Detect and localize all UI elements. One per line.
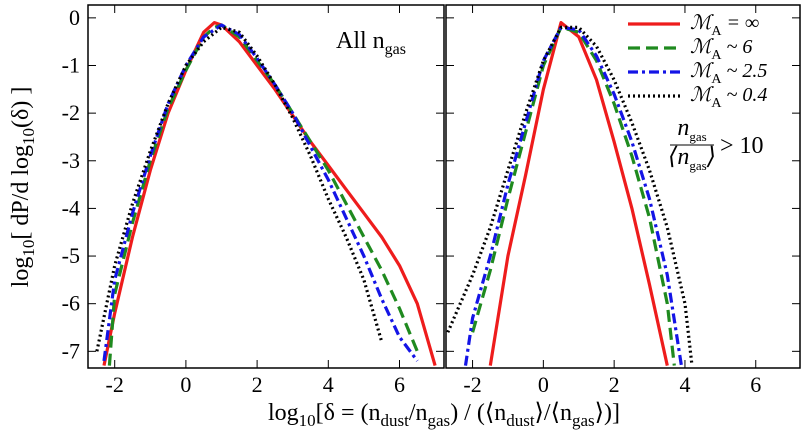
- y-tick-label: -4: [62, 195, 80, 220]
- annotation-numerator: ngas: [677, 115, 706, 144]
- x-tick-label: 6: [750, 372, 761, 397]
- series-line: [471, 25, 676, 366]
- subscript: gas: [428, 411, 451, 430]
- y-tick-label: 0: [69, 5, 80, 30]
- series-line: [102, 23, 419, 362]
- subscript: dust: [506, 411, 535, 430]
- subscript: gas: [689, 129, 706, 144]
- lines: [95, 21, 437, 367]
- panel: -2 0 2 4 6 0 -1 -2 -3 -4 -5 -6 -7: [62, 5, 444, 397]
- x-axis-label: log10[δ = (ndust/ngas) / (⟨ndust⟩/⟨ngas⟩…: [268, 400, 620, 430]
- text-part: ℳ: [690, 60, 714, 82]
- subscript: 10: [19, 240, 38, 257]
- y-axis-label: log10[ dP/d log10(δ) ]: [8, 87, 38, 288]
- panel: -2 0 2 4 6: [446, 5, 800, 397]
- text-part: log: [268, 400, 299, 426]
- series-line: [463, 25, 683, 366]
- text-part: ~ 0.4: [722, 84, 768, 106]
- text-part: All n: [336, 28, 385, 54]
- y-tick-label: -3: [62, 148, 80, 173]
- subscript: A: [711, 96, 722, 111]
- x-tick-label: 2: [252, 372, 263, 397]
- text-part: ) / (⟨n: [450, 400, 506, 426]
- x-tick-label: 0: [180, 372, 191, 397]
- series-line: [488, 21, 669, 366]
- y-tick-label: -6: [62, 291, 80, 316]
- annotation-denominator: ⟨ngas⟩: [668, 144, 716, 173]
- y-tick-label: -1: [62, 53, 80, 78]
- subscript: dust: [381, 411, 410, 430]
- series-line: [102, 21, 437, 367]
- x-tick-label: 4: [323, 372, 334, 397]
- text-part: ⟨n: [668, 144, 689, 170]
- text-part: ℳ: [690, 84, 714, 106]
- y-tick-label: -7: [62, 338, 80, 363]
- subscript: 10: [299, 411, 316, 430]
- panel-frame: [445, 4, 801, 369]
- lines: [446, 21, 694, 366]
- x-tick-label: -2: [106, 372, 124, 397]
- subscript: A: [711, 72, 722, 87]
- x-tick-label: 2: [609, 372, 620, 397]
- text-part: ~ 6: [722, 36, 753, 58]
- text-part: [δ = (n: [316, 400, 381, 426]
- subscript: gas: [572, 411, 595, 430]
- y-tick-label: -2: [62, 100, 80, 125]
- text-part: ⟩: [706, 144, 716, 170]
- subscript: 10: [19, 128, 38, 145]
- text-part: ℳ: [690, 36, 714, 58]
- x-tick-label: 0: [538, 372, 549, 397]
- series-line: [95, 25, 384, 352]
- text-part: = ∞: [722, 12, 760, 34]
- legend-text: ℳA ~ 0.4: [690, 84, 767, 111]
- subscript: A: [711, 48, 722, 63]
- subscript: gas: [385, 41, 406, 58]
- text-part: [ dP/d log: [8, 145, 34, 240]
- legend-text: ℳA ~ 6: [690, 36, 752, 63]
- x-tick-label: -2: [463, 372, 481, 397]
- subscript: gas: [689, 158, 706, 173]
- annotation-relation: > 10: [720, 133, 764, 159]
- annotation: All ngas: [336, 28, 406, 58]
- legend-text: ℳA ~ 2.5: [690, 60, 767, 87]
- x-tick-label: 4: [679, 372, 690, 397]
- panel-frame: [87, 4, 445, 369]
- text-part: ⟩/⟨n: [535, 400, 572, 426]
- text-part: (δ) ]: [8, 87, 34, 128]
- text-part: ~ 2.5: [722, 60, 768, 82]
- text-part: log: [8, 257, 34, 288]
- y-tick-label: -5: [62, 243, 80, 268]
- text-part: n: [677, 115, 689, 141]
- text-part: /n: [409, 400, 428, 426]
- text-part: ⟩)]: [595, 400, 620, 426]
- subscript: A: [711, 24, 722, 39]
- text-part: ℳ: [690, 12, 714, 34]
- x-tick-label: 6: [394, 372, 405, 397]
- legend-text: ℳA = ∞: [690, 12, 759, 39]
